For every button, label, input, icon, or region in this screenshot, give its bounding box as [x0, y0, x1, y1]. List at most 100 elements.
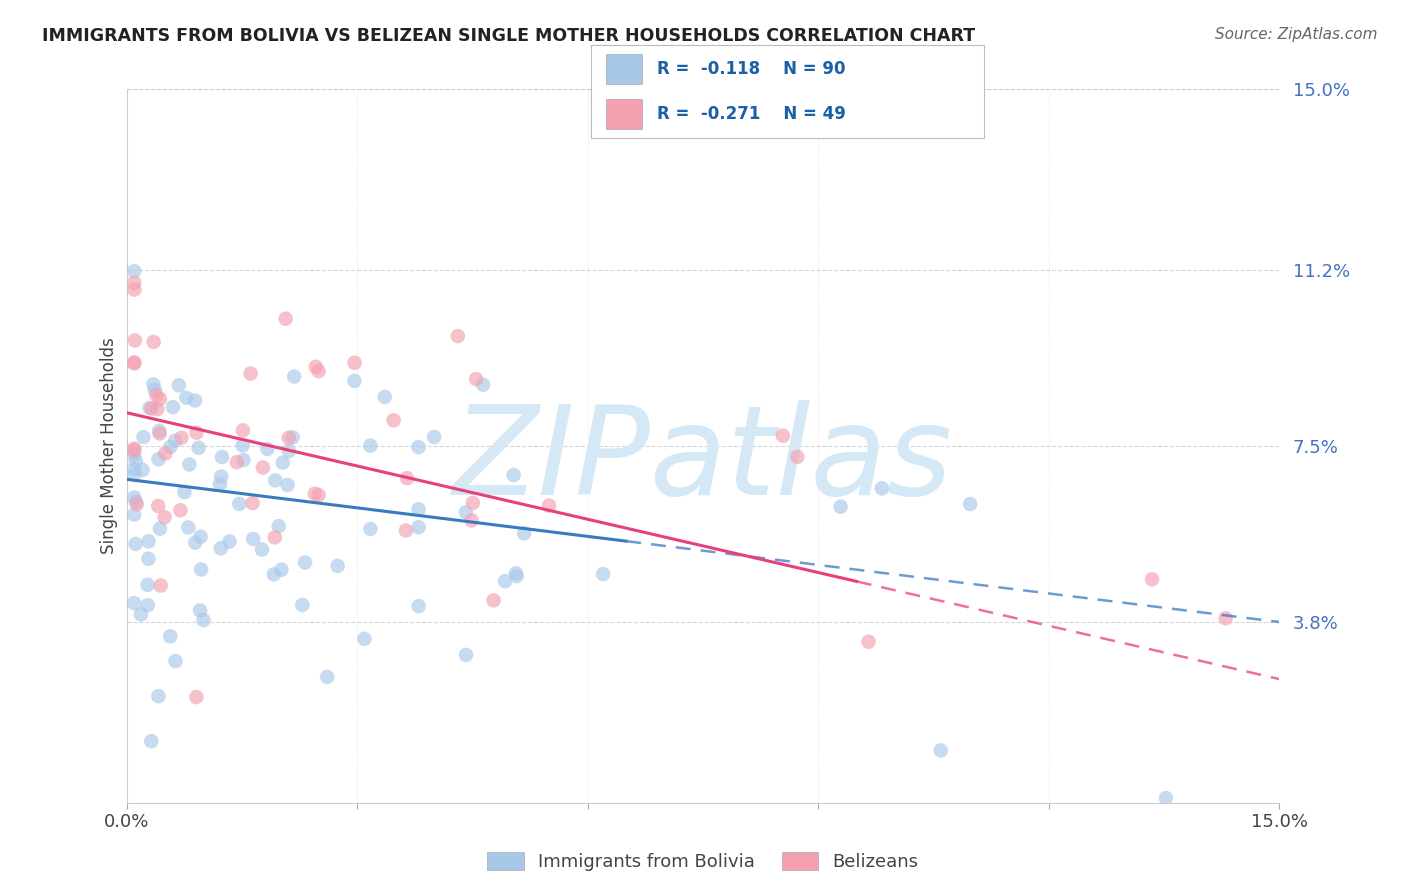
Point	[122, 442, 145, 456]
Point	[308, 488, 330, 502]
Point	[830, 500, 852, 514]
Point	[125, 497, 148, 511]
Point	[239, 367, 262, 381]
Point	[209, 541, 232, 556]
Point	[149, 522, 172, 536]
Point	[326, 558, 349, 573]
Point	[353, 632, 375, 646]
Point	[174, 391, 197, 405]
Point	[408, 502, 430, 516]
Point	[382, 413, 405, 427]
Point	[374, 390, 396, 404]
Point	[190, 530, 212, 544]
Point	[179, 458, 201, 472]
Point	[122, 491, 145, 505]
Point	[308, 364, 330, 378]
Point	[122, 355, 145, 369]
Point	[162, 400, 184, 414]
Point	[263, 567, 285, 582]
Point	[148, 689, 170, 703]
Point	[142, 334, 165, 349]
Point	[167, 378, 190, 392]
Point	[159, 629, 181, 643]
Point	[929, 743, 952, 757]
Point	[472, 377, 495, 392]
Point	[148, 499, 170, 513]
Point	[592, 567, 614, 582]
Text: ZIPatlas: ZIPatlas	[453, 400, 953, 521]
Point	[513, 526, 536, 541]
Point	[447, 329, 470, 343]
Point	[454, 648, 477, 662]
Text: R =  -0.118    N = 90: R = -0.118 N = 90	[658, 60, 846, 78]
Point	[252, 460, 274, 475]
Point	[1154, 791, 1177, 805]
Point	[263, 530, 285, 544]
Point	[148, 452, 170, 467]
Point	[291, 598, 314, 612]
Point	[454, 505, 477, 519]
Point	[316, 670, 339, 684]
Point	[1140, 572, 1163, 586]
Point	[125, 454, 148, 468]
Point	[395, 524, 418, 538]
Point	[242, 532, 264, 546]
Point	[304, 487, 326, 501]
Point	[122, 448, 145, 462]
Text: R =  -0.271    N = 49: R = -0.271 N = 49	[658, 105, 846, 123]
Point	[184, 535, 207, 549]
Point	[225, 455, 247, 469]
Point	[277, 444, 299, 458]
Point	[186, 425, 208, 440]
Point	[232, 424, 254, 438]
Point	[232, 438, 254, 452]
Point	[408, 440, 430, 454]
Point	[122, 596, 145, 610]
Point	[772, 428, 794, 442]
Point	[502, 468, 524, 483]
Point	[187, 441, 209, 455]
Point	[149, 392, 172, 406]
Point	[138, 551, 160, 566]
Point	[122, 443, 145, 458]
Text: Source: ZipAtlas.com: Source: ZipAtlas.com	[1215, 27, 1378, 42]
Point	[124, 334, 146, 348]
Point	[132, 430, 155, 444]
Point	[256, 442, 278, 456]
Point	[165, 434, 187, 448]
Point	[138, 534, 160, 549]
Point	[122, 264, 145, 278]
Point	[396, 471, 419, 485]
Point	[858, 634, 880, 648]
Point	[465, 372, 488, 386]
Point	[959, 497, 981, 511]
Point	[122, 462, 145, 476]
Point	[129, 607, 152, 622]
Point	[870, 481, 893, 495]
Point	[143, 383, 166, 397]
Point	[141, 734, 163, 748]
Point	[408, 599, 430, 614]
Point	[138, 401, 160, 415]
Point	[505, 566, 527, 581]
Point	[281, 430, 304, 444]
FancyBboxPatch shape	[606, 54, 641, 84]
Point	[305, 359, 328, 374]
Point	[136, 578, 159, 592]
Point	[145, 388, 167, 402]
Point	[283, 369, 305, 384]
Point	[494, 574, 516, 589]
Point	[267, 519, 290, 533]
Point	[538, 499, 561, 513]
Point	[177, 520, 200, 534]
Point	[188, 603, 211, 617]
Point	[149, 426, 172, 441]
Point	[294, 556, 316, 570]
Point	[131, 463, 153, 477]
Point	[218, 534, 240, 549]
Point	[270, 563, 292, 577]
Y-axis label: Single Mother Households: Single Mother Households	[100, 338, 118, 554]
Point	[186, 690, 208, 704]
Point	[122, 356, 145, 370]
Point	[264, 474, 287, 488]
